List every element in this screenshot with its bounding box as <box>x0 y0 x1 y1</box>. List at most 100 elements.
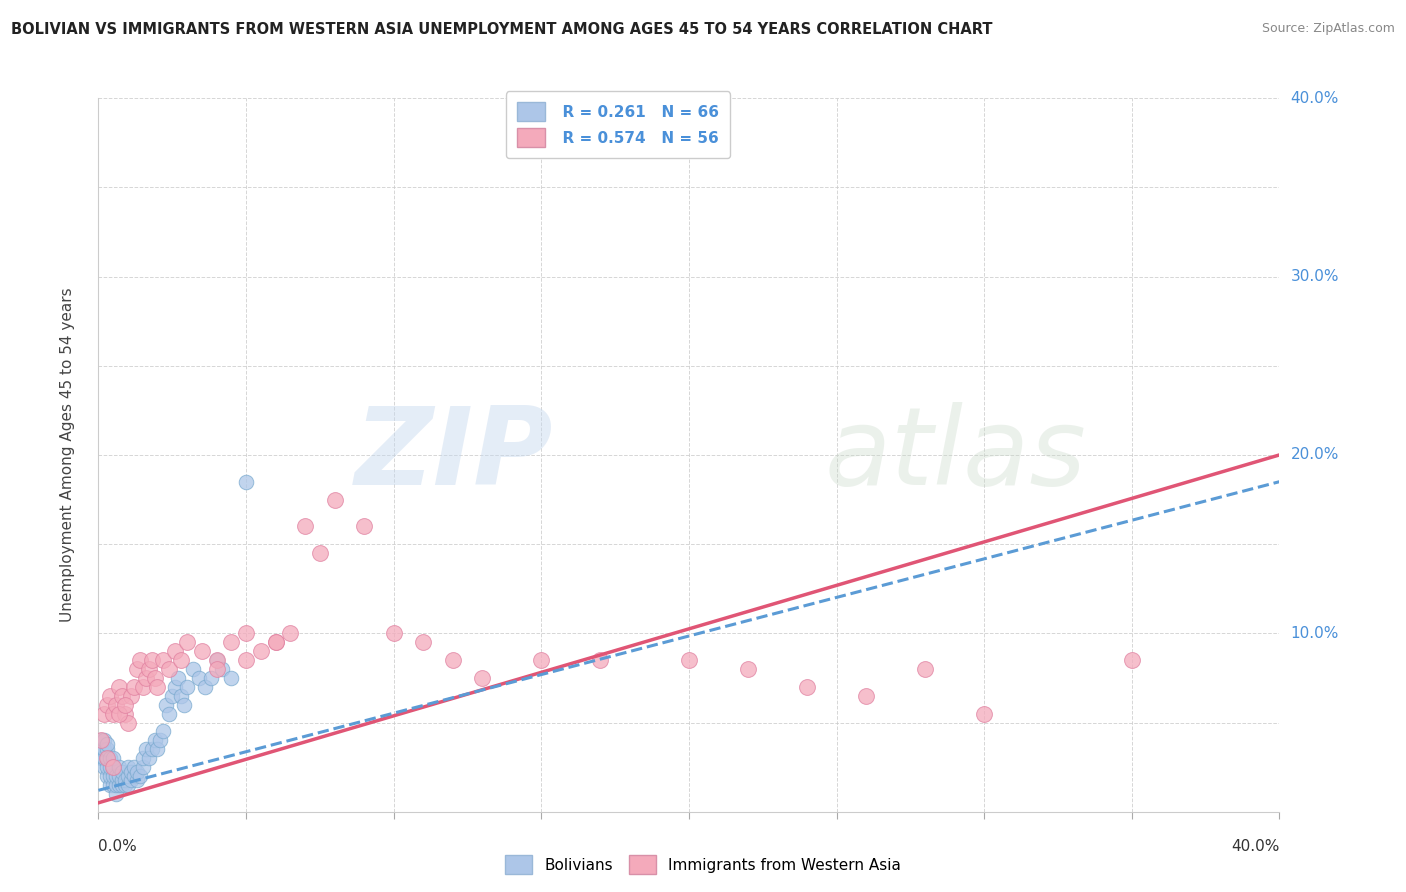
Point <box>90 742 112 756</box>
Point <box>235 653 257 667</box>
Point <box>96 742 118 756</box>
Point <box>309 546 332 560</box>
Point <box>98 689 121 703</box>
Point <box>294 519 316 533</box>
Point <box>737 662 759 676</box>
Point <box>250 644 273 658</box>
Text: 0.0%: 0.0% <box>98 839 138 855</box>
Point <box>353 519 375 533</box>
Point <box>122 769 145 783</box>
Point <box>181 662 204 676</box>
Point <box>194 680 217 694</box>
Point <box>157 706 180 721</box>
Point <box>114 698 136 712</box>
Point <box>167 671 190 685</box>
Point <box>264 635 287 649</box>
Point <box>143 733 166 747</box>
Point <box>117 760 139 774</box>
Point <box>530 653 553 667</box>
Point <box>96 769 118 783</box>
Point <box>187 671 209 685</box>
Point <box>93 706 115 721</box>
Text: 30.0%: 30.0% <box>1291 269 1339 284</box>
Text: 10.0%: 10.0% <box>1291 626 1339 640</box>
Point <box>103 760 125 774</box>
Point <box>132 751 155 765</box>
Point <box>98 760 121 774</box>
Point <box>117 769 139 783</box>
Point <box>264 635 287 649</box>
Point <box>105 769 128 783</box>
Point <box>90 733 112 747</box>
Text: BOLIVIAN VS IMMIGRANTS FROM WESTERN ASIA UNEMPLOYMENT AMONG AGES 45 TO 54 YEARS : BOLIVIAN VS IMMIGRANTS FROM WESTERN ASIA… <box>11 22 993 37</box>
Point <box>146 742 169 756</box>
Point <box>111 778 134 792</box>
Point <box>855 689 877 703</box>
Point <box>132 760 155 774</box>
Point <box>221 635 243 649</box>
Text: atlas: atlas <box>825 402 1087 508</box>
Point <box>146 680 169 694</box>
Point <box>205 653 228 667</box>
Point <box>93 760 115 774</box>
Point <box>170 653 193 667</box>
Point <box>205 653 228 667</box>
Point <box>111 765 134 780</box>
Point <box>98 778 121 792</box>
Point <box>132 680 155 694</box>
Point <box>221 671 243 685</box>
Point <box>796 680 818 694</box>
Point <box>973 706 995 721</box>
Point <box>117 715 139 730</box>
Point <box>176 680 198 694</box>
Point <box>103 760 125 774</box>
Point <box>96 698 118 712</box>
Point <box>235 626 257 640</box>
Point <box>108 706 131 721</box>
Point <box>678 653 700 667</box>
Point <box>155 698 177 712</box>
Point <box>441 653 464 667</box>
Point <box>157 662 180 676</box>
Point <box>111 689 134 703</box>
Point <box>165 644 187 658</box>
Point <box>98 769 121 783</box>
Point <box>108 778 131 792</box>
Point <box>141 653 163 667</box>
Point <box>90 733 112 747</box>
Point <box>103 778 125 792</box>
Point <box>93 751 115 765</box>
Point <box>122 680 145 694</box>
Point <box>176 635 198 649</box>
Point <box>138 751 160 765</box>
Point <box>589 653 612 667</box>
Point <box>162 689 183 703</box>
Point <box>111 772 134 787</box>
Text: 20.0%: 20.0% <box>1291 448 1339 462</box>
Point <box>152 653 174 667</box>
Point <box>1121 653 1143 667</box>
Point <box>96 751 118 765</box>
Point <box>382 626 405 640</box>
Point <box>103 769 125 783</box>
Point <box>914 662 936 676</box>
Text: 40.0%: 40.0% <box>1291 91 1339 105</box>
Point <box>323 492 346 507</box>
Point <box>105 778 128 792</box>
Point <box>205 662 228 676</box>
Point <box>149 733 172 747</box>
Point <box>120 765 142 780</box>
Point <box>138 662 160 676</box>
Point <box>90 751 112 765</box>
Point <box>125 662 148 676</box>
Point <box>143 671 166 685</box>
Point <box>96 760 118 774</box>
Point <box>108 680 131 694</box>
Point <box>105 698 128 712</box>
Point <box>235 475 257 489</box>
Legend:   R = 0.261   N = 66,   R = 0.574   N = 56: R = 0.261 N = 66, R = 0.574 N = 56 <box>506 92 730 158</box>
Point <box>170 689 193 703</box>
Point <box>120 772 142 787</box>
Point <box>135 742 157 756</box>
Point <box>141 742 163 756</box>
